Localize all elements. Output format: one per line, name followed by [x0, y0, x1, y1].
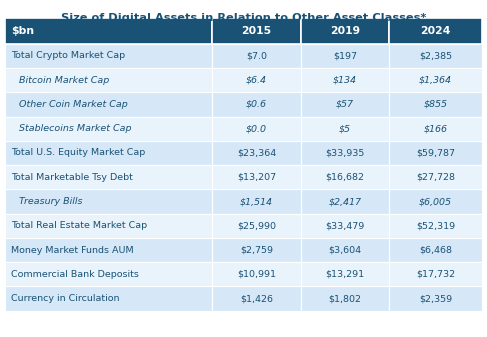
Bar	[212, 214, 301, 238]
Bar	[212, 189, 301, 214]
Bar	[212, 262, 301, 286]
Text: Currency in Circulation: Currency in Circulation	[11, 294, 119, 303]
Text: $134: $134	[333, 76, 357, 85]
Bar	[212, 141, 301, 165]
Bar	[301, 262, 389, 286]
Bar	[389, 68, 482, 92]
Text: $10,991: $10,991	[237, 270, 276, 279]
Bar	[5, 117, 212, 141]
Text: $33,479: $33,479	[325, 221, 365, 230]
Bar	[301, 214, 389, 238]
Text: 2024: 2024	[420, 26, 451, 36]
Bar	[389, 286, 482, 311]
Bar	[301, 141, 389, 165]
Text: $2,759: $2,759	[240, 246, 273, 254]
Text: Other Coin Market Cap: Other Coin Market Cap	[19, 100, 128, 109]
Bar	[212, 18, 301, 44]
Text: $3,604: $3,604	[328, 246, 361, 254]
Text: $59,787: $59,787	[416, 149, 455, 157]
Bar	[212, 286, 301, 311]
Text: $6,468: $6,468	[419, 246, 452, 254]
Text: Bitcoin Market Cap: Bitcoin Market Cap	[19, 76, 110, 85]
Bar	[5, 238, 212, 262]
Text: $6,005: $6,005	[419, 197, 452, 206]
Text: $57: $57	[336, 100, 354, 109]
Bar	[212, 44, 301, 68]
Bar	[301, 286, 389, 311]
Bar	[389, 18, 482, 44]
Bar	[5, 68, 212, 92]
Text: Total Marketable Tsy Debt: Total Marketable Tsy Debt	[11, 173, 132, 182]
Bar	[389, 165, 482, 189]
Text: $2,417: $2,417	[328, 197, 361, 206]
Bar	[301, 44, 389, 68]
Text: $855: $855	[424, 100, 448, 109]
Bar	[301, 238, 389, 262]
Text: Money Market Funds AUM: Money Market Funds AUM	[11, 246, 133, 254]
Bar	[389, 189, 482, 214]
Bar	[5, 286, 212, 311]
Text: $2,359: $2,359	[419, 294, 452, 303]
Text: $52,319: $52,319	[416, 221, 455, 230]
Bar	[5, 165, 212, 189]
Text: $bn: $bn	[11, 26, 34, 36]
Bar	[5, 18, 212, 44]
Text: $1,426: $1,426	[240, 294, 273, 303]
Bar	[5, 262, 212, 286]
Text: $27,728: $27,728	[416, 173, 455, 182]
Text: $1,364: $1,364	[419, 76, 452, 85]
Text: $7.0: $7.0	[246, 52, 267, 60]
Text: $25,990: $25,990	[237, 221, 276, 230]
Text: Treasury Bills: Treasury Bills	[19, 197, 83, 206]
Text: Commercial Bank Deposits: Commercial Bank Deposits	[11, 270, 139, 279]
Bar	[5, 92, 212, 117]
Text: Total Real Estate Market Cap: Total Real Estate Market Cap	[11, 221, 147, 230]
Bar	[389, 262, 482, 286]
Text: $13,207: $13,207	[237, 173, 276, 182]
Text: $23,364: $23,364	[237, 149, 276, 157]
Bar	[389, 44, 482, 68]
Bar	[5, 141, 212, 165]
Bar	[301, 18, 389, 44]
Bar	[301, 68, 389, 92]
Bar	[389, 92, 482, 117]
Text: $0.0: $0.0	[246, 124, 267, 133]
Bar	[389, 117, 482, 141]
Text: $13,291: $13,291	[325, 270, 364, 279]
Bar	[212, 165, 301, 189]
Text: $197: $197	[333, 52, 357, 60]
Text: $166: $166	[424, 124, 448, 133]
Text: $33,935: $33,935	[325, 149, 365, 157]
Text: $1,802: $1,802	[328, 294, 361, 303]
Bar	[389, 141, 482, 165]
Bar	[212, 117, 301, 141]
Bar	[389, 214, 482, 238]
Text: Stablecoins Market Cap: Stablecoins Market Cap	[19, 124, 132, 133]
Bar	[5, 189, 212, 214]
Text: $16,682: $16,682	[325, 173, 364, 182]
Text: 2019: 2019	[330, 26, 360, 36]
Bar	[301, 165, 389, 189]
Bar	[212, 238, 301, 262]
Bar	[5, 214, 212, 238]
Bar	[212, 92, 301, 117]
Text: 2015: 2015	[242, 26, 272, 36]
Bar	[301, 189, 389, 214]
Text: Size of Digital Assets in Relation to Other Asset Classes*: Size of Digital Assets in Relation to Ot…	[61, 13, 426, 24]
Text: $1,514: $1,514	[240, 197, 273, 206]
Text: $2,385: $2,385	[419, 52, 452, 60]
Text: $0.6: $0.6	[246, 100, 267, 109]
Bar	[5, 44, 212, 68]
Bar	[389, 238, 482, 262]
Bar	[301, 92, 389, 117]
Text: $17,732: $17,732	[416, 270, 455, 279]
Text: Total Crypto Market Cap: Total Crypto Market Cap	[11, 52, 125, 60]
Text: $5: $5	[339, 124, 351, 133]
Text: $6.4: $6.4	[246, 76, 267, 85]
Bar	[301, 117, 389, 141]
Bar	[212, 68, 301, 92]
Text: Total U.S. Equity Market Cap: Total U.S. Equity Market Cap	[11, 149, 145, 157]
